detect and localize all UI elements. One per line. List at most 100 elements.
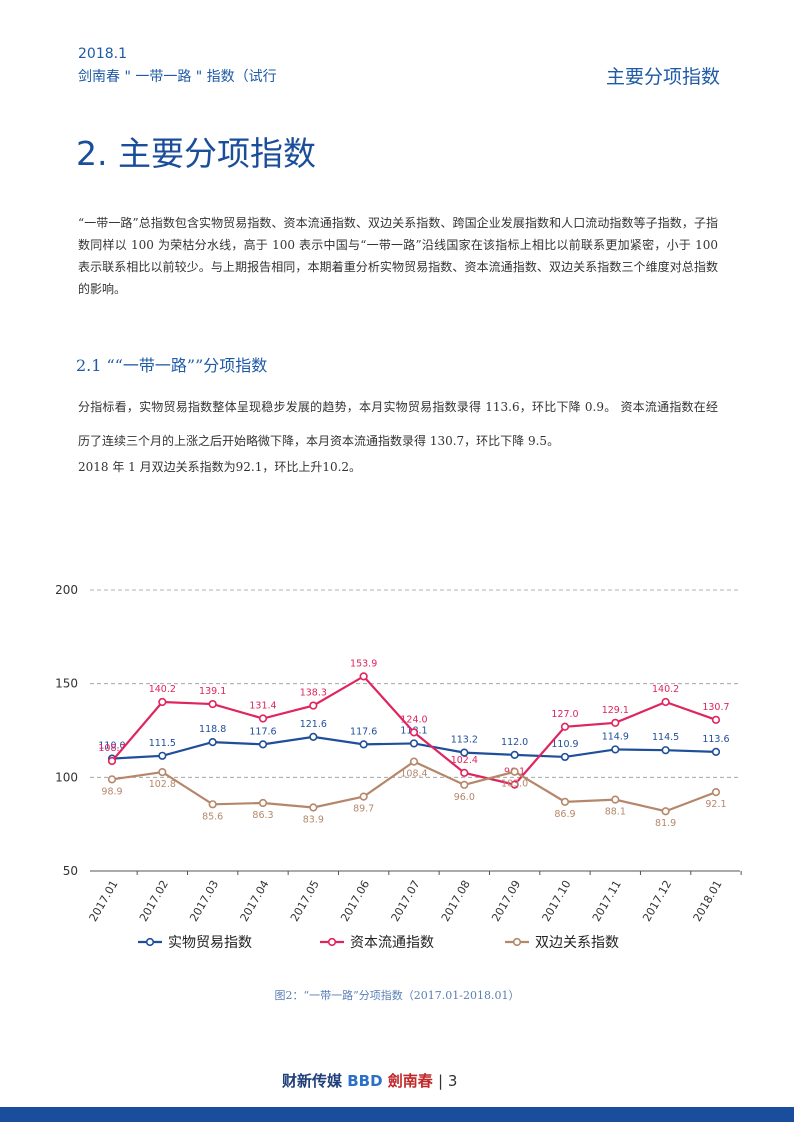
- section-name: 主要分项指数: [605, 66, 720, 88]
- data-label: 130.7: [702, 702, 729, 713]
- data-label: 117.6: [350, 726, 377, 737]
- x-tick-label: 2017.08: [439, 878, 473, 924]
- data-point: [409, 728, 419, 737]
- data-point: [560, 797, 570, 806]
- heading: 2. 主要分项指数: [76, 134, 316, 173]
- data-label: 114.9: [602, 731, 629, 742]
- data-label: 98.9: [101, 786, 122, 797]
- data-point: [661, 697, 670, 707]
- data-point: [460, 780, 469, 789]
- data-point: [409, 757, 419, 766]
- data-point: [359, 740, 368, 749]
- data-label: 108.4: [400, 769, 427, 780]
- data-label: 81.9: [655, 818, 676, 829]
- data-point: [460, 748, 469, 757]
- data-label: 117.6: [249, 726, 276, 737]
- data-point: [158, 697, 167, 707]
- data-label: 89.7: [353, 804, 374, 815]
- data-point: [208, 699, 217, 709]
- data-point: [510, 780, 519, 789]
- x-tick-label: 2017.01: [87, 878, 121, 924]
- data-point: [359, 792, 368, 801]
- x-tick-label: 2017.11: [590, 878, 624, 924]
- legend-label: 双边关系指数: [535, 935, 619, 951]
- data-point: [460, 768, 469, 777]
- data-point: [510, 767, 519, 776]
- data-point: [560, 722, 570, 731]
- data-label: 113.6: [702, 734, 729, 745]
- y-tick-label: 150: [55, 677, 78, 691]
- data-label: 88.1: [605, 807, 626, 818]
- data-label: 121.6: [300, 719, 327, 730]
- x-tick-label: 2017.04: [238, 878, 272, 924]
- subheading: 2.1 ““一带一路””分项指数: [76, 356, 268, 375]
- data-point: [309, 732, 318, 741]
- data-point: [711, 747, 721, 756]
- legend-marker: [327, 937, 337, 947]
- data-label: 140.2: [652, 684, 679, 695]
- data-label: 114.5: [652, 732, 679, 743]
- x-tick-label: 2017.02: [137, 878, 171, 924]
- data-label: 129.1: [602, 705, 629, 716]
- x-tick-label: 2017.10: [540, 878, 574, 924]
- data-label: 110.9: [551, 739, 578, 750]
- data-label: 96.0: [454, 792, 475, 803]
- data-point: [309, 803, 318, 812]
- caption: 图2：“一带一路”分项指数（2017.01-2018.01）: [274, 989, 520, 1002]
- data-point: [258, 798, 268, 808]
- data-label: 85.6: [202, 811, 223, 822]
- data-point: [258, 740, 268, 749]
- data-label: 153.9: [350, 658, 377, 669]
- data-point: [158, 767, 167, 777]
- data-point: [560, 752, 570, 762]
- data-point: [107, 775, 117, 784]
- data-label: 113.2: [451, 735, 478, 746]
- data-label: 112.0: [501, 737, 528, 748]
- x-tick-label: 2017.03: [187, 878, 221, 924]
- body-paragraph: 2018 年 1 月双边关系指数为92.1，环比上升10.2。: [78, 460, 362, 474]
- data-label: 139.1: [199, 686, 226, 697]
- data-point: [208, 738, 217, 747]
- data-label: 86.3: [252, 810, 273, 821]
- x-tick-label: 2017.07: [389, 878, 423, 924]
- legend-marker: [145, 937, 155, 947]
- data-label: 102.4: [451, 755, 478, 766]
- report-name: 剑南春 " 一带一路 " 指数（试行: [78, 69, 277, 85]
- data-point: [107, 756, 117, 766]
- data-point: [409, 739, 419, 748]
- data-label: 124.0: [400, 714, 427, 725]
- data-point: [711, 715, 721, 724]
- data-label: 110.0: [98, 741, 125, 752]
- data-point: [611, 795, 620, 804]
- legend-label: 实物贸易指数: [168, 935, 252, 951]
- x-tick-label: 2017.09: [489, 878, 523, 924]
- body-paragraph: 分指标看，实物贸易指数整体呈现稳步发展的趋势，本月实物贸易指数录得 113.6，…: [78, 400, 718, 448]
- data-label: 118.8: [199, 724, 226, 735]
- issue: 2018.1: [78, 46, 127, 62]
- y-tick-label: 50: [63, 864, 78, 878]
- data-label: 111.5: [149, 738, 176, 749]
- data-point: [611, 718, 620, 727]
- x-tick-label: 2017.05: [288, 878, 322, 924]
- data-point: [158, 751, 167, 760]
- data-label: 103.0: [501, 779, 528, 790]
- intro: “一带一路”总指数包含实物贸易指数、资本流通指数、双边关系指数、跨国企业发展指数…: [78, 216, 718, 296]
- x-tick-label: 2017.12: [640, 878, 674, 924]
- data-label: 127.0: [551, 709, 578, 720]
- footer-bar: [0, 1107, 794, 1122]
- footer-logo: 财新传媒 BBD 劍南春 | 3: [282, 1072, 458, 1090]
- data-label: 138.3: [300, 688, 327, 699]
- data-point: [711, 788, 721, 797]
- data-point: [208, 800, 217, 809]
- data-label: 102.8: [149, 779, 176, 790]
- data-point: [510, 750, 519, 759]
- x-tick-label: 2018.01: [691, 878, 725, 924]
- data-point: [661, 746, 670, 755]
- data-point: [309, 701, 318, 710]
- data-point: [661, 807, 670, 816]
- data-label: 83.9: [303, 814, 324, 825]
- x-tick-label: 2017.06: [338, 878, 372, 924]
- data-label: 108.7: [98, 743, 125, 754]
- y-tick-label: 100: [55, 770, 78, 784]
- y-tick-label: 200: [55, 583, 78, 597]
